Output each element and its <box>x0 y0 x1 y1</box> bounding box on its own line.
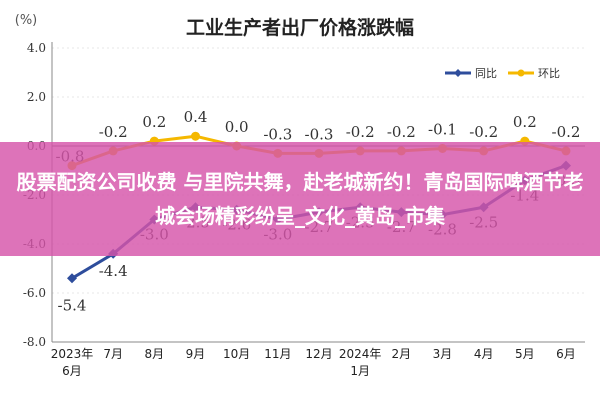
data-label: -0.2 <box>387 123 416 141</box>
data-label: -0.2 <box>552 123 581 141</box>
data-label: -0.2 <box>346 123 375 141</box>
x-tick-label: 10月 <box>223 347 250 361</box>
data-label: 0.4 <box>184 108 208 126</box>
legend-label: 同比 <box>475 67 497 80</box>
x-tick-label: 5月 <box>515 347 535 361</box>
y-tick-label: 4.0 <box>27 41 46 55</box>
x-tick-label: 9月 <box>186 347 206 361</box>
overlay-banner: 股票配资公司收费 与里院共舞，赴老城新约！青岛国际啤酒节老城会场精彩纷呈_文化_… <box>0 142 600 256</box>
data-label: -5.4 <box>58 296 87 314</box>
data-label: -0.3 <box>263 125 292 143</box>
data-label: -0.1 <box>428 120 457 138</box>
x-tick-label: 12月 <box>305 347 332 361</box>
legend-label: 环比 <box>538 67 560 80</box>
y-tick-label: -6.0 <box>23 286 46 300</box>
y-tick-label: -8.0 <box>23 335 46 349</box>
data-label: 0.2 <box>513 113 537 131</box>
overlay-headline: 股票配资公司收费 与里院共舞，赴老城新约！青岛国际啤酒节老城会场精彩纷呈_文化_… <box>16 170 584 228</box>
x-tick-label: 6月 <box>62 364 82 378</box>
data-label: -0.2 <box>469 123 498 141</box>
x-tick-label: 7月 <box>103 347 123 361</box>
x-tick-label: 2024年 <box>339 347 382 361</box>
x-tick-label: 4月 <box>474 347 494 361</box>
data-label: -4.4 <box>99 262 128 280</box>
data-point <box>67 273 77 284</box>
x-tick-label: 1月 <box>350 364 370 378</box>
chart-title: 工业生产者出厂价格涨跌幅 <box>186 16 414 39</box>
data-label: -0.3 <box>305 125 334 143</box>
legend-marker <box>517 69 525 77</box>
y-axis-unit: (%) <box>15 13 38 28</box>
x-tick-label: 3月 <box>433 347 453 361</box>
data-label: 0.0 <box>225 118 249 136</box>
data-label: 0.2 <box>142 113 166 131</box>
x-tick-label: 8月 <box>145 347 165 361</box>
legend-marker <box>454 69 462 77</box>
data-point <box>191 131 200 141</box>
y-tick-label: 2.0 <box>27 90 46 104</box>
x-tick-label: 2023年 <box>51 347 94 361</box>
x-tick-label: 6月 <box>556 347 576 361</box>
data-label: -0.2 <box>99 123 128 141</box>
x-tick-label: 2月 <box>392 347 412 361</box>
x-tick-label: 11月 <box>264 347 291 361</box>
